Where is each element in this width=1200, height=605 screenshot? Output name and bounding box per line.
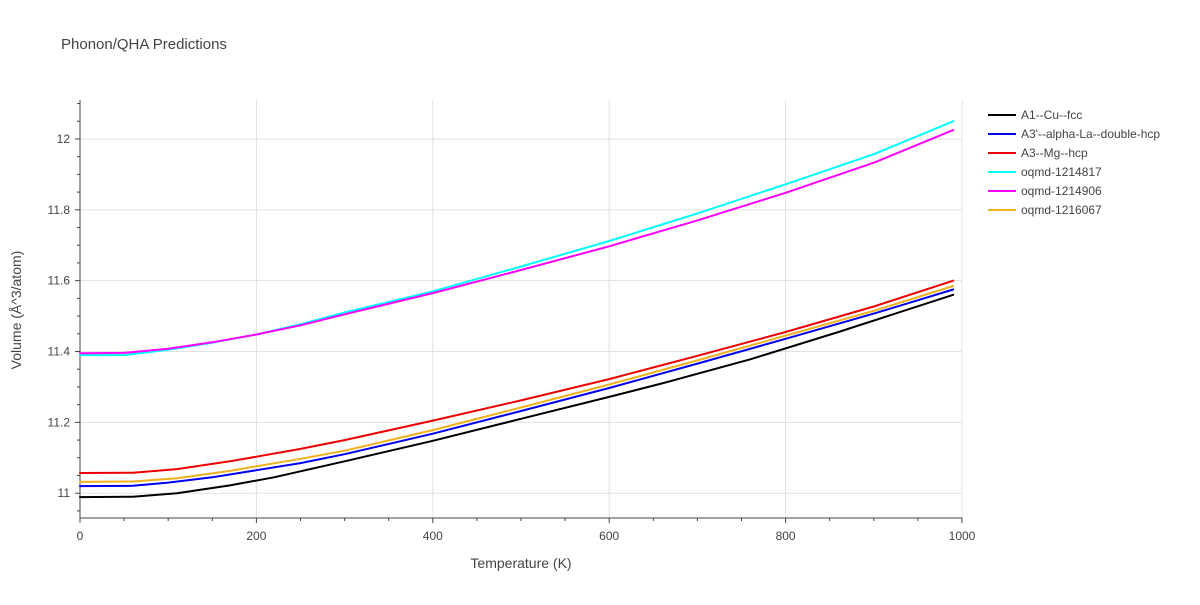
legend-label: A3'--alpha-La--double-hcp	[1021, 127, 1160, 141]
x-tick-label: 800	[776, 529, 796, 543]
legend-item[interactable]: oqmd-1214906	[988, 184, 1102, 198]
legend: A1--Cu--fcc A3'--alpha-La--double-hcp A3--…	[988, 108, 1160, 217]
axes: 0 200 400 600 800 1000 11 11.2 11.4 11.6 11.8 12	[48, 100, 976, 543]
series-line-2	[79, 288, 955, 488]
legend-label: A1--Cu--fcc	[1021, 108, 1082, 122]
legend-item[interactable]: A1--Cu--fcc	[988, 108, 1082, 122]
series-line-6	[79, 285, 955, 483]
x-tick-label: 1000	[949, 529, 976, 543]
y-tick-label: 11.6	[48, 274, 71, 288]
series-line-4	[79, 120, 955, 357]
y-tick-label: 11	[58, 486, 71, 500]
x-tick-label: 0	[77, 529, 84, 543]
x-tick-label: 600	[599, 529, 619, 543]
legend-label: A3--Mg--hcp	[1021, 146, 1088, 160]
legend-label: oqmd-1216067	[1021, 203, 1102, 217]
x-tick-label: 200	[246, 529, 266, 543]
x-tick-label: 400	[423, 529, 443, 543]
series-line-3	[79, 279, 955, 474]
legend-item[interactable]: A3'--alpha-La--double-hcp	[988, 127, 1160, 141]
legend-label: oqmd-1214817	[1021, 165, 1102, 179]
grid	[80, 100, 963, 518]
y-tick-label: 11.2	[48, 415, 71, 429]
series-line-5	[79, 129, 955, 355]
legend-item[interactable]: oqmd-1216067	[988, 203, 1102, 217]
y-tick-label: 12	[57, 132, 71, 146]
y-tick-label: 11.4	[48, 345, 71, 359]
y-axis-label: Volume (Å^3/atom)	[8, 251, 24, 370]
x-axis-label: Temperature (K)	[470, 555, 571, 571]
plot-area	[79, 120, 955, 499]
legend-label: oqmd-1214906	[1021, 184, 1102, 198]
legend-item[interactable]: oqmd-1214817	[988, 165, 1102, 179]
legend-item[interactable]: A3--Mg--hcp	[988, 146, 1088, 160]
chart-title: Phonon/QHA Predictions	[61, 36, 227, 53]
series-line-1	[79, 293, 955, 499]
y-tick-label: 11.8	[48, 203, 71, 217]
